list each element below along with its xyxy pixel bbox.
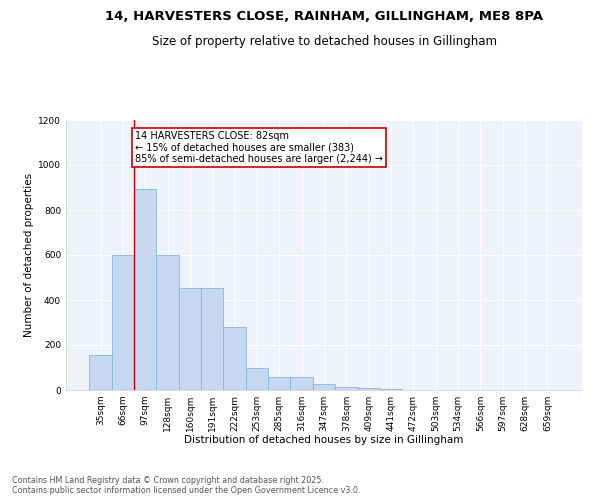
X-axis label: Distribution of detached houses by size in Gillingham: Distribution of detached houses by size … [184, 436, 464, 446]
Bar [89, 355, 112, 390]
Bar [134, 188, 157, 390]
Text: Contains public sector information licensed under the Open Government Licence v3: Contains public sector information licen… [12, 486, 361, 495]
Bar [112, 255, 134, 390]
Text: 14 HARVESTERS CLOSE: 82sqm
← 15% of detached houses are smaller (383)
85% of sem: 14 HARVESTERS CLOSE: 82sqm ← 15% of deta… [135, 131, 383, 164]
Bar [335, 386, 358, 390]
Text: Size of property relative to detached houses in Gillingham: Size of property relative to detached ho… [151, 35, 497, 48]
Text: 14, HARVESTERS CLOSE, RAINHAM, GILLINGHAM, ME8 8PA: 14, HARVESTERS CLOSE, RAINHAM, GILLINGHA… [105, 10, 543, 23]
Y-axis label: Number of detached properties: Number of detached properties [24, 173, 34, 337]
Bar [268, 376, 290, 390]
Text: Contains HM Land Registry data © Crown copyright and database right 2025.: Contains HM Land Registry data © Crown c… [12, 476, 324, 485]
Bar [358, 388, 380, 390]
Bar [157, 255, 179, 390]
Bar [246, 368, 268, 390]
Bar [290, 376, 313, 390]
Bar [201, 288, 223, 390]
Bar [313, 384, 335, 390]
Bar [223, 327, 246, 390]
Bar [179, 288, 201, 390]
